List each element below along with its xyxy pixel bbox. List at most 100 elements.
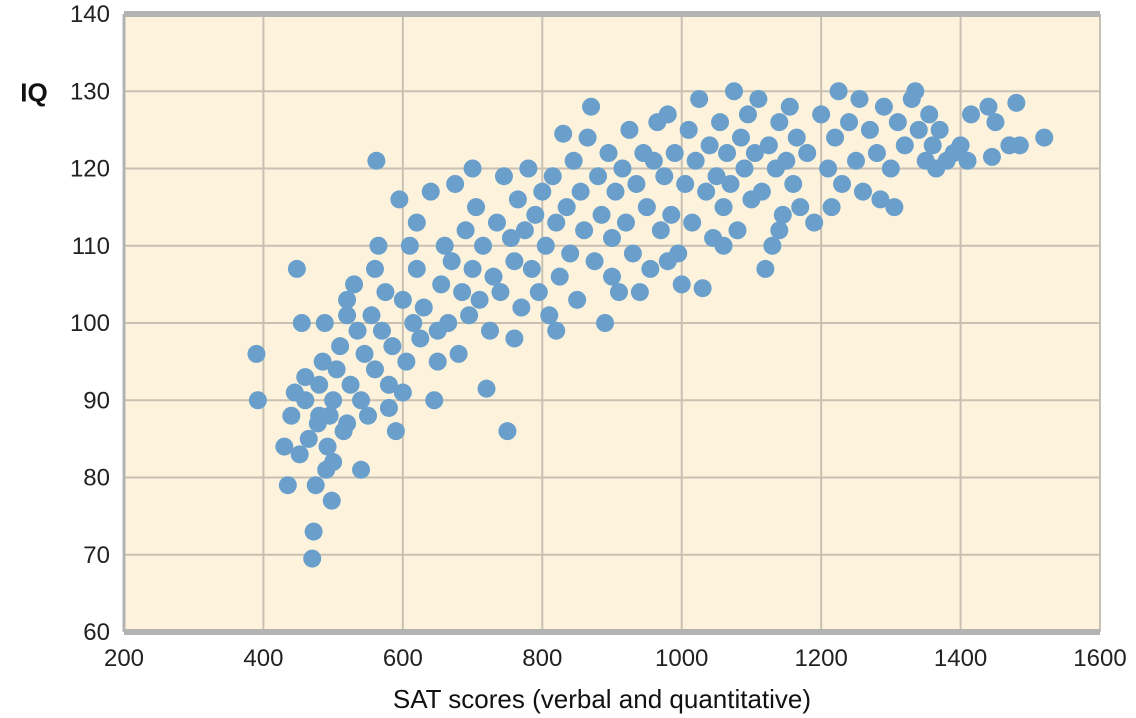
data-point (467, 198, 486, 217)
data-point (379, 398, 398, 417)
y-axis-title: IQ (20, 77, 47, 107)
data-point (840, 113, 859, 132)
data-point (411, 329, 430, 348)
data-point (407, 259, 426, 278)
data-point (867, 144, 886, 163)
data-point (752, 182, 771, 201)
data-point (881, 159, 900, 178)
data-point (501, 229, 520, 248)
data-point (352, 460, 371, 479)
data-point (1007, 93, 1026, 112)
data-point (508, 190, 527, 209)
data-point (435, 236, 454, 255)
data-point (609, 283, 628, 302)
data-point (463, 259, 482, 278)
data-point (613, 159, 632, 178)
data-point (498, 422, 517, 441)
data-point (596, 314, 615, 332)
data-point (522, 259, 541, 278)
data-point (578, 128, 597, 147)
x-tick-label: 1600 (1073, 645, 1126, 672)
y-tick-label: 140 (70, 1, 110, 28)
data-point (641, 259, 660, 278)
data-point (278, 476, 297, 495)
data-point (822, 198, 841, 217)
data-point (707, 167, 726, 186)
data-point (850, 89, 869, 108)
data-point (540, 306, 559, 325)
data-point (979, 97, 998, 116)
data-point (299, 429, 318, 448)
data-point (306, 476, 325, 495)
data-point (404, 314, 423, 332)
data-point (247, 344, 266, 363)
data-point (1035, 128, 1054, 147)
tick-labels: 200 400 600 800 1000 1200 1400 1600 60 70 80 90 100 1… (70, 1, 1127, 672)
data-point (962, 105, 981, 124)
data-point (414, 298, 433, 317)
data-point (529, 283, 548, 302)
data-point (421, 182, 440, 201)
data-point (449, 344, 468, 363)
axes (122, 11, 1100, 635)
data-point (446, 174, 465, 193)
data-point (738, 105, 757, 124)
data-point (313, 352, 332, 371)
data-point (331, 337, 350, 356)
data-point (386, 422, 405, 441)
data-point (885, 198, 904, 217)
data-point (603, 267, 621, 286)
data-point (773, 205, 792, 224)
data-point (393, 290, 412, 309)
data-point (780, 97, 799, 116)
data-point (568, 290, 587, 309)
data-point (714, 198, 733, 217)
data-point (665, 144, 684, 163)
data-point (571, 182, 590, 201)
data-point (505, 252, 524, 271)
data-point (895, 136, 914, 155)
data-point (428, 321, 447, 340)
data-point (833, 174, 852, 193)
data-point (627, 174, 646, 193)
data-point (874, 97, 893, 116)
data-point (327, 360, 346, 379)
data-point (352, 391, 371, 410)
data-point (463, 159, 482, 178)
data-point (512, 298, 531, 317)
data-point (920, 105, 939, 124)
x-tick-label: 200 (104, 645, 144, 672)
data-point (749, 89, 768, 108)
data-point (543, 167, 562, 186)
data-point (477, 379, 496, 398)
data-point (393, 383, 412, 402)
data-point (519, 159, 538, 178)
data-point (365, 259, 384, 278)
data-point (812, 105, 831, 124)
data-point (693, 279, 712, 298)
data-point (390, 190, 409, 209)
data-point (589, 167, 608, 186)
data-point (603, 229, 621, 248)
data-point (700, 136, 719, 155)
data-point (453, 283, 472, 302)
data-point (324, 391, 343, 410)
data-point (658, 252, 677, 271)
x-tick-label: 600 (383, 645, 423, 672)
data-point (759, 136, 778, 155)
data-point (561, 244, 580, 263)
data-point (592, 205, 611, 224)
data-point (296, 368, 315, 387)
data-point (460, 306, 479, 325)
data-point (923, 136, 942, 155)
data-point (718, 144, 737, 163)
data-point (651, 221, 670, 240)
data-point (365, 360, 384, 379)
data-point (679, 120, 698, 139)
data-point (909, 120, 928, 139)
y-tick-label: 70 (83, 542, 110, 569)
data-point (930, 120, 949, 139)
data-point (338, 414, 357, 433)
y-tick-label: 130 (70, 78, 110, 105)
data-point (860, 120, 879, 139)
